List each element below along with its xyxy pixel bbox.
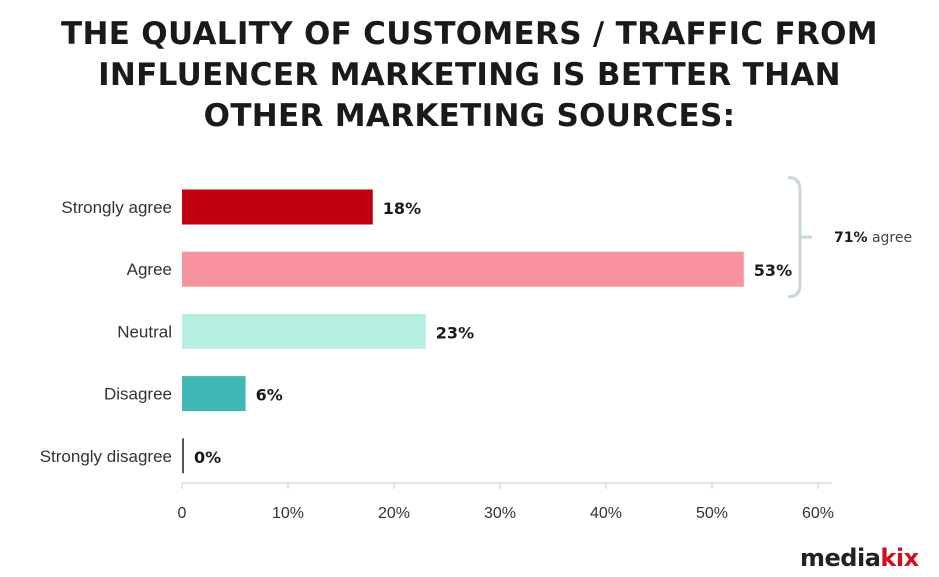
x-tick-label: 0 (178, 505, 187, 522)
data-label: 6% (256, 386, 283, 405)
data-label: 18% (383, 199, 421, 218)
bar-neutral (182, 313, 426, 349)
x-tick-label: 50% (696, 505, 728, 522)
bar-agree (182, 251, 744, 287)
mediakix-logo: mediakix (800, 544, 919, 572)
title-line: INFLUENCER MARKETING IS BETTER THAN (98, 57, 841, 93)
data-label: 53% (754, 261, 792, 280)
category-label: Neutral (117, 322, 172, 341)
chart-title: THE QUALITY OF CUSTOMERS / TRAFFIC FROM … (0, 14, 939, 137)
category-label: Strongly agree (61, 198, 172, 217)
bracket (787, 176, 812, 299)
annotation-label: 71% agree (834, 230, 912, 246)
logo-part-kix: kix (880, 544, 919, 572)
logo-part-media: media (800, 544, 881, 572)
category-label: Disagree (104, 385, 172, 404)
annotation-value: 71% (834, 230, 868, 246)
bar-strongly-agree (182, 189, 373, 225)
x-tick-label: 10% (272, 505, 304, 522)
title-line: THE QUALITY OF CUSTOMERS / TRAFFIC FROM (61, 16, 878, 52)
x-tick-label: 60% (802, 505, 834, 522)
data-label: 23% (436, 323, 474, 342)
bar-strongly-disagree (182, 438, 184, 474)
x-tick-label: 30% (484, 505, 516, 522)
title-line: OTHER MARKETING SOURCES: (203, 98, 736, 134)
category-label: Agree (127, 260, 172, 279)
category-label: Strongly disagree (40, 447, 172, 466)
annotation-text: agree (868, 230, 913, 246)
x-tick-label: 20% (378, 505, 410, 522)
data-label: 0% (194, 448, 221, 467)
x-tick-label: 40% (590, 505, 622, 522)
bar-disagree (182, 376, 246, 412)
